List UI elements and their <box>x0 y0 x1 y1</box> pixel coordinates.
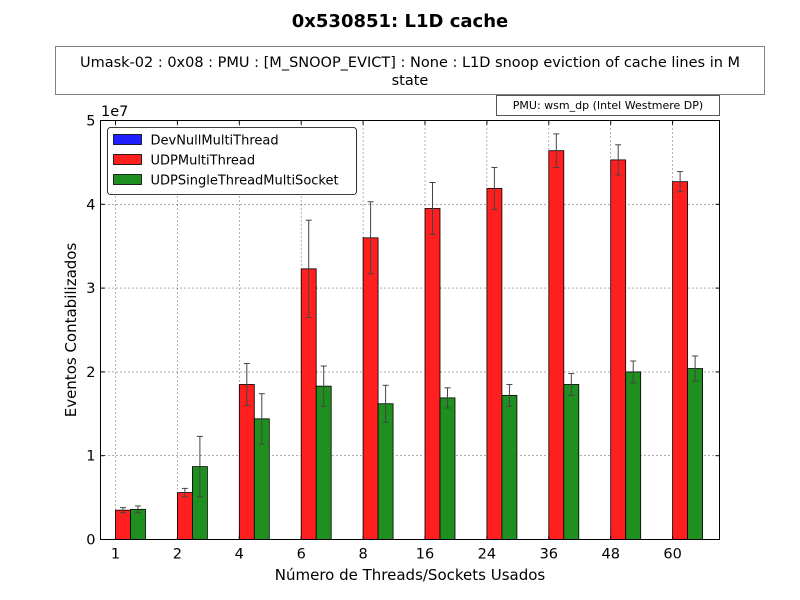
legend-label-UDPMultiThread: UDPMultiThread <box>151 154 256 169</box>
bar-UDPMultiThread-36 <box>548 150 565 540</box>
x-axis-label: Número de Threads/Sockets Usados <box>275 566 546 584</box>
x-tick-label: 1 <box>111 547 120 563</box>
bar-UDPMultiThread-60 <box>672 181 688 540</box>
bar-UDPSingleThreadMultiSocket-60 <box>687 368 703 540</box>
y-tick-label: 5 <box>86 114 95 130</box>
pmu-box <box>496 95 720 116</box>
x-tick-label: 48 <box>601 547 619 563</box>
bar-UDPMultiThread-4 <box>238 384 255 540</box>
x-tick-label: 6 <box>297 547 306 563</box>
subtitle-line-1: Umask-02 : 0x08 : PMU : [M_SNOOP_EVICT] … <box>80 55 740 71</box>
bar-UDPSingleThreadMultiSocket-1 <box>130 508 146 540</box>
subtitle-box <box>55 46 765 95</box>
bar-UDPMultiThread-8 <box>362 237 379 540</box>
y-tick-label: 3 <box>86 281 95 297</box>
legend-swatch-UDPSingleThreadMultiSocket <box>113 174 142 185</box>
pmu-label: PMU: wsm_dp (Intel Westmere DP) <box>513 99 703 112</box>
bar-UDPMultiThread-1 <box>115 509 131 540</box>
x-tick-label: 16 <box>416 547 434 563</box>
bar-UDPMultiThread-48 <box>610 159 627 540</box>
x-tick-label: 8 <box>358 547 367 563</box>
y-scale-label: 1e7 <box>101 104 128 120</box>
legend-label-UDPSingleThreadMultiSocket: UDPSingleThreadMultiSocket <box>151 174 339 189</box>
bar-UDPSingleThreadMultiSocket-8 <box>377 403 394 540</box>
subtitle-line-2: state <box>392 73 429 89</box>
bar-UDPSingleThreadMultiSocket-36 <box>563 384 580 540</box>
legend-box <box>107 127 357 195</box>
chart-title: 0x530851: L1D cache <box>292 11 508 32</box>
legend-swatch-DevNullMultiThread <box>113 134 142 145</box>
x-tick-label: 4 <box>235 547 244 563</box>
x-tick-label: 36 <box>540 547 558 563</box>
legend-swatch-UDPMultiThread <box>113 154 142 165</box>
bars <box>115 150 703 540</box>
bar-UDPSingleThreadMultiSocket-6 <box>315 385 332 540</box>
bar-UDPSingleThreadMultiSocket-16 <box>439 397 456 540</box>
bar-UDPSingleThreadMultiSocket-48 <box>625 371 642 540</box>
y-tick-label: 0 <box>86 533 95 549</box>
bar-UDPSingleThreadMultiSocket-24 <box>501 394 518 540</box>
legend-label-DevNullMultiThread: DevNullMultiThread <box>151 134 279 149</box>
plot-frame <box>100 120 720 540</box>
y-tick-label: 2 <box>86 365 95 381</box>
bar-UDPMultiThread-24 <box>486 187 503 540</box>
y-axis-label: Eventos Contabilizados <box>62 243 80 418</box>
x-tick-label: 60 <box>663 547 681 563</box>
x-tick-label: 24 <box>478 547 496 563</box>
x-tick-label: 2 <box>173 547 182 563</box>
legend: DevNullMultiThread UDPMultiThread UDPSingl… <box>107 127 357 195</box>
y-tick-label: 1 <box>86 449 95 465</box>
bar-UDPMultiThread-16 <box>424 208 441 540</box>
y-tick-label: 4 <box>86 197 95 213</box>
bar-UDPMultiThread-2 <box>176 492 193 540</box>
error-bars <box>120 133 699 514</box>
